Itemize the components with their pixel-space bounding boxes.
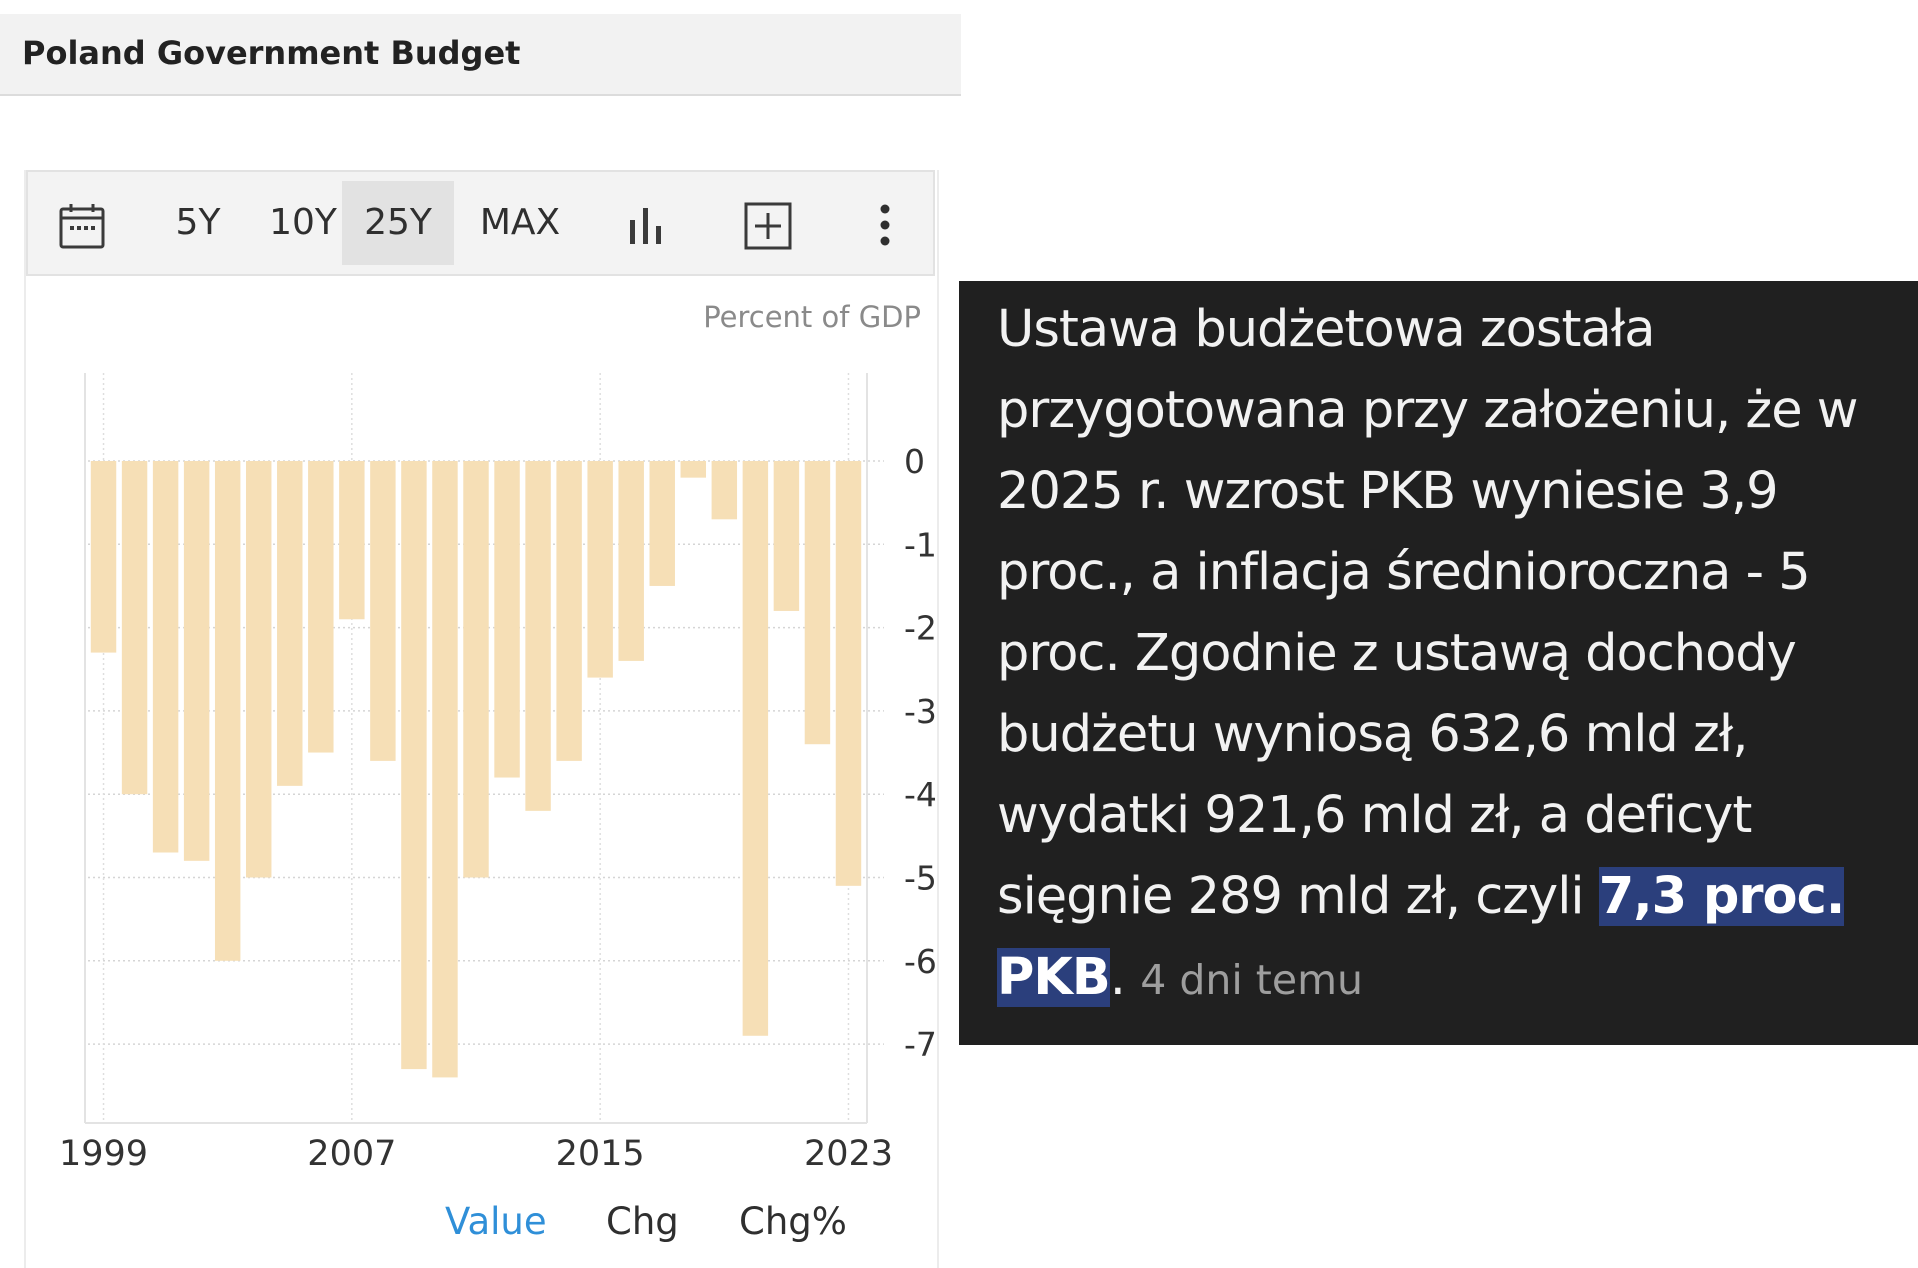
bar-2019 (711, 461, 738, 520)
budget-bar-chart: 0 -1 -2 -3 -4 -5 -6 -7 1999 2007 2015 2023 (59, 373, 937, 1174)
y-axis-unit-label: Percent of GDP (703, 300, 921, 334)
bar-2016 (618, 461, 644, 661)
bar-2003 (214, 461, 241, 961)
x-tick-label: 2023 (804, 1134, 893, 1174)
tab-chg-percent[interactable]: Chg% (739, 1200, 847, 1243)
bar-2002 (183, 461, 210, 861)
bar-2018 (680, 461, 707, 478)
page-title: Poland Government Budget (22, 34, 521, 72)
bar-2013 (525, 461, 551, 811)
more-vertical-icon[interactable] (878, 204, 892, 251)
chart-toolbar: 5Y 10Y 25Y MAX (26, 170, 935, 276)
range-5y-button[interactable]: 5Y (175, 202, 221, 243)
bar-2005 (277, 461, 303, 786)
bar-2015 (587, 461, 613, 678)
bar-2017 (649, 461, 675, 586)
bar-2014 (556, 461, 582, 761)
article-period: . (1109, 948, 1126, 1007)
bar-2021 (773, 461, 800, 611)
range-max-button[interactable]: MAX (479, 202, 561, 243)
article-text: Ustawa budżetowa została przygotowana pr… (997, 289, 1897, 1021)
tab-chg[interactable]: Chg (606, 1200, 679, 1243)
chart-card: 5Y 10Y 25Y MAX Percent of GDP (24, 170, 939, 1268)
tab-value[interactable]: Value (445, 1200, 547, 1243)
range-10y-button[interactable]: 10Y (269, 202, 337, 243)
bar-2009 (401, 461, 427, 1070)
y-tick-label: -5 (904, 859, 937, 898)
y-tick-label: 0 (904, 442, 925, 481)
bar-1999 (90, 461, 117, 653)
bar-2001 (152, 461, 179, 853)
bar-2012 (494, 461, 520, 778)
x-tick-label: 1999 (59, 1134, 148, 1174)
bar-2023 (835, 461, 862, 886)
range-25y-button[interactable]: 25Y (342, 181, 454, 265)
bar-2008 (370, 461, 396, 761)
article-body: Ustawa budżetowa została przygotowana pr… (997, 300, 1858, 926)
bar-2022 (804, 461, 831, 745)
bar-2000 (121, 461, 148, 795)
y-tick-label: -3 (904, 692, 937, 731)
y-tick-label: -1 (904, 525, 937, 564)
bar-2004 (245, 461, 272, 878)
plus-square-icon[interactable] (744, 202, 792, 255)
bar-2007 (339, 461, 365, 620)
x-tick-label: 2015 (556, 1134, 645, 1174)
x-tick-label: 2007 (307, 1134, 396, 1174)
bar-2020 (742, 461, 769, 1036)
bar-chart-icon[interactable] (626, 206, 666, 251)
y-tick-label: -2 (904, 609, 937, 648)
page-header: Poland Government Budget (0, 14, 961, 96)
article-timestamp: 4 dni temu (1140, 956, 1363, 1004)
article-snippet: Ustawa budżetowa została przygotowana pr… (959, 281, 1918, 1045)
bar-2006 (308, 461, 334, 753)
bar-2010 (432, 461, 458, 1078)
calendar-icon[interactable] (58, 202, 106, 255)
bar-2011 (463, 461, 489, 878)
y-tick-label: -7 (904, 1025, 937, 1064)
y-tick-label: -4 (904, 775, 937, 814)
y-tick-label: -6 (904, 942, 937, 981)
